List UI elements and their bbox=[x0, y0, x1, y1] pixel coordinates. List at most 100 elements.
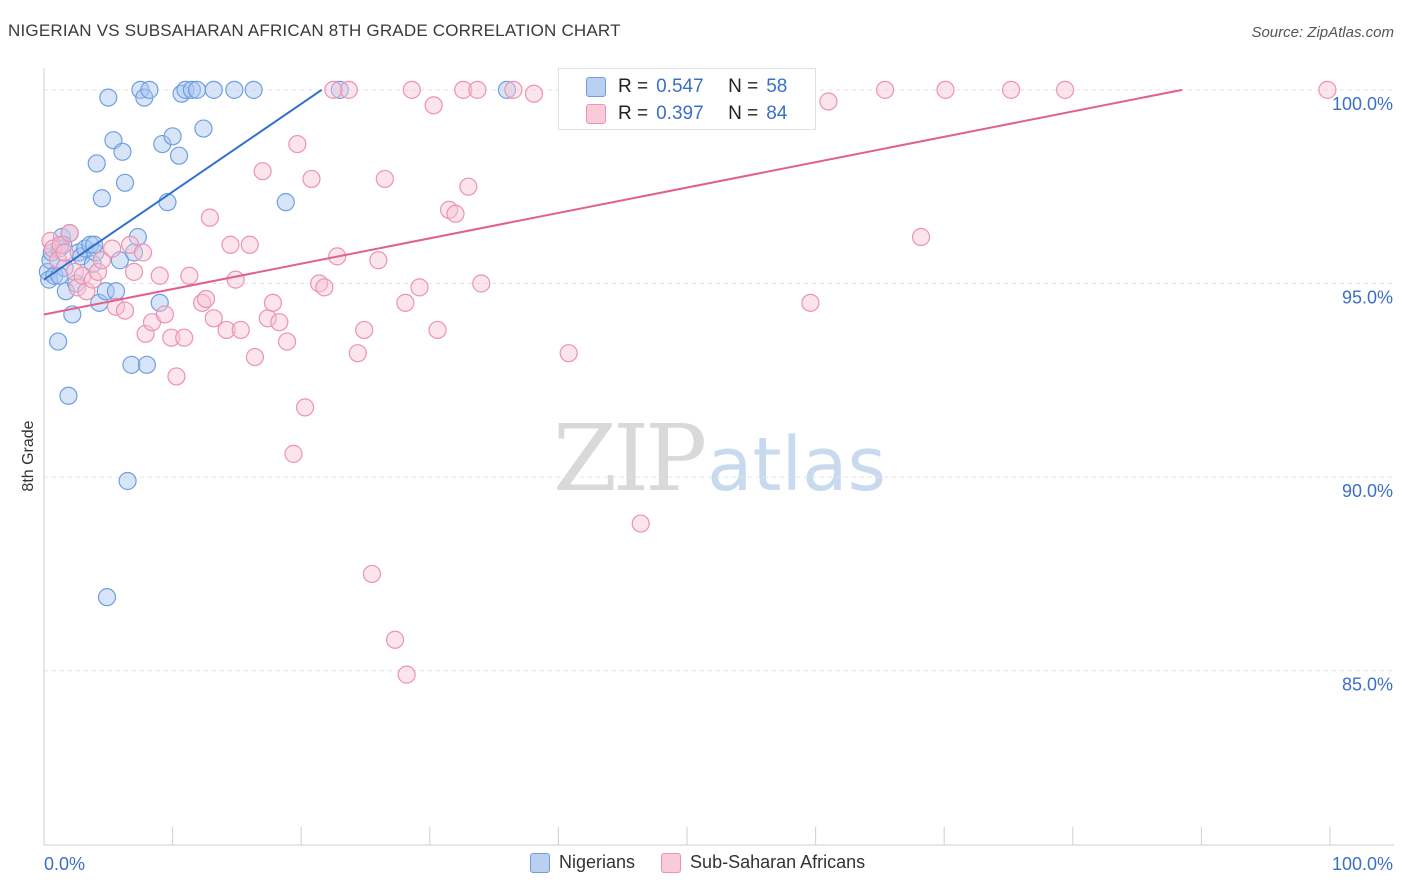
subsaharan-point bbox=[167, 367, 186, 386]
x-tick-label: 100.0% bbox=[1332, 854, 1393, 874]
chart-title: NIGERIAN VS SUBSAHARAN AFRICAN 8TH GRADE… bbox=[8, 21, 621, 40]
legend-swatch-subsaharan bbox=[661, 852, 682, 873]
nigerian-point bbox=[122, 355, 141, 374]
nigerian-point bbox=[96, 282, 115, 301]
nigerian-point bbox=[163, 127, 182, 146]
subsaharan-point bbox=[277, 332, 297, 351]
nigerian-point bbox=[244, 80, 263, 99]
n-label: N = bbox=[728, 102, 759, 124]
nigerian-point bbox=[99, 88, 118, 107]
x-tick-label: 0.0% bbox=[44, 854, 85, 874]
y-tick-label: 90.0% bbox=[1342, 481, 1393, 501]
subsaharan-point bbox=[92, 251, 111, 270]
source-label: Source: ZipAtlas.com bbox=[1251, 24, 1394, 41]
subsaharan-point bbox=[284, 444, 303, 463]
subsaharan-point bbox=[136, 324, 155, 343]
subsaharan-point bbox=[631, 514, 650, 533]
nigerian-point bbox=[187, 80, 207, 99]
subsaharan-point bbox=[106, 297, 126, 316]
legend-item-subsaharan: Sub-Saharan Africans bbox=[661, 852, 865, 873]
y-tick-label: 95.0% bbox=[1342, 287, 1393, 307]
subsaharan-point bbox=[339, 80, 358, 99]
subsaharan-point bbox=[155, 305, 174, 324]
n-label: N = bbox=[728, 75, 759, 97]
n-value: 84 bbox=[766, 102, 788, 124]
nigerian-point bbox=[49, 332, 68, 351]
r-label: R = bbox=[618, 102, 649, 124]
nigerian-point bbox=[225, 80, 244, 99]
y-tick-label: 85.0% bbox=[1342, 675, 1393, 695]
r-value: 0.547 bbox=[656, 75, 704, 97]
subsaharan-point bbox=[55, 243, 74, 262]
subsaharan-point bbox=[504, 80, 523, 99]
subsaharan-point bbox=[245, 347, 265, 367]
subsaharan-point bbox=[270, 313, 289, 332]
subsaharan-point bbox=[424, 96, 443, 115]
subsaharan-point bbox=[1055, 80, 1075, 99]
nigerian-point bbox=[150, 293, 169, 312]
r-value: 0.397 bbox=[656, 102, 704, 124]
subsaharan-point bbox=[396, 293, 415, 312]
subsaharan-point bbox=[911, 227, 931, 247]
nigerian-point bbox=[113, 142, 132, 161]
subsaharan-point bbox=[133, 243, 153, 262]
subsaharan-point bbox=[875, 80, 895, 99]
legend-label-subsaharan: Sub-Saharan Africans bbox=[690, 852, 866, 872]
stats-swatch-subsaharan bbox=[586, 103, 606, 124]
stats-row-subsaharan: R = 0.397 N = 84 bbox=[559, 100, 787, 127]
subsaharan-point bbox=[1318, 80, 1337, 99]
nigerian-point bbox=[497, 80, 517, 99]
subsaharan-point bbox=[226, 270, 245, 289]
nigerian-point bbox=[204, 80, 223, 99]
subsaharan-point bbox=[88, 262, 108, 281]
subsaharan-point bbox=[288, 134, 307, 154]
subsaharan-point bbox=[77, 282, 96, 301]
subsaharan-point bbox=[124, 262, 144, 281]
stats-box: R = 0.547 N = 58 R = 0.397 N = 84 bbox=[558, 68, 816, 130]
subsaharan-point bbox=[801, 293, 820, 312]
subsaharan-point bbox=[362, 564, 382, 584]
subsaharan-point bbox=[385, 630, 405, 649]
subsaharan-point bbox=[355, 320, 374, 340]
subsaharan-point bbox=[240, 235, 259, 254]
stats-row-nigerians: R = 0.547 N = 58 bbox=[559, 73, 787, 100]
subsaharan-point bbox=[402, 80, 421, 99]
nigerian-point bbox=[106, 282, 126, 301]
subsaharan-point bbox=[204, 309, 223, 328]
subsaharan-point bbox=[103, 239, 122, 258]
legend-label-nigerians: Nigerians bbox=[559, 852, 636, 872]
nigerian-point bbox=[137, 355, 156, 374]
subsaharan-point bbox=[68, 278, 87, 297]
subsaharan-point bbox=[263, 293, 283, 312]
subsaharan-trend-line bbox=[43, 88, 1183, 316]
stats-swatch-nigerians bbox=[586, 76, 606, 97]
subsaharan-point bbox=[375, 169, 394, 189]
nigerian-point bbox=[194, 119, 213, 138]
subsaharan-point bbox=[60, 224, 79, 243]
nigerian-point bbox=[87, 154, 106, 173]
subsaharan-point bbox=[302, 169, 321, 189]
r-label: R = bbox=[618, 75, 649, 97]
subsaharan-point bbox=[936, 80, 955, 99]
subsaharan-point bbox=[200, 208, 219, 227]
subsaharan-point bbox=[221, 235, 240, 254]
subsaharan-point bbox=[348, 344, 367, 363]
n-value: 58 bbox=[766, 75, 788, 97]
subsaharan-point bbox=[446, 204, 465, 223]
y-tick-label: 100.0% bbox=[1332, 94, 1393, 114]
nigerian-point bbox=[169, 146, 189, 165]
subsaharan-point bbox=[410, 278, 429, 297]
subsaharan-point bbox=[397, 665, 416, 684]
nigerian-point bbox=[97, 588, 117, 607]
subsaharan-point bbox=[175, 328, 194, 347]
subsaharan-point bbox=[459, 177, 478, 196]
subsaharan-point bbox=[150, 266, 169, 285]
subsaharan-point bbox=[468, 80, 487, 99]
subsaharan-point bbox=[217, 320, 236, 340]
subsaharan-point bbox=[196, 289, 216, 309]
nigerian-point bbox=[118, 471, 137, 491]
subsaharan-point bbox=[295, 398, 315, 417]
subsaharan-point bbox=[324, 80, 343, 99]
nigerian-trend-line bbox=[43, 89, 323, 281]
